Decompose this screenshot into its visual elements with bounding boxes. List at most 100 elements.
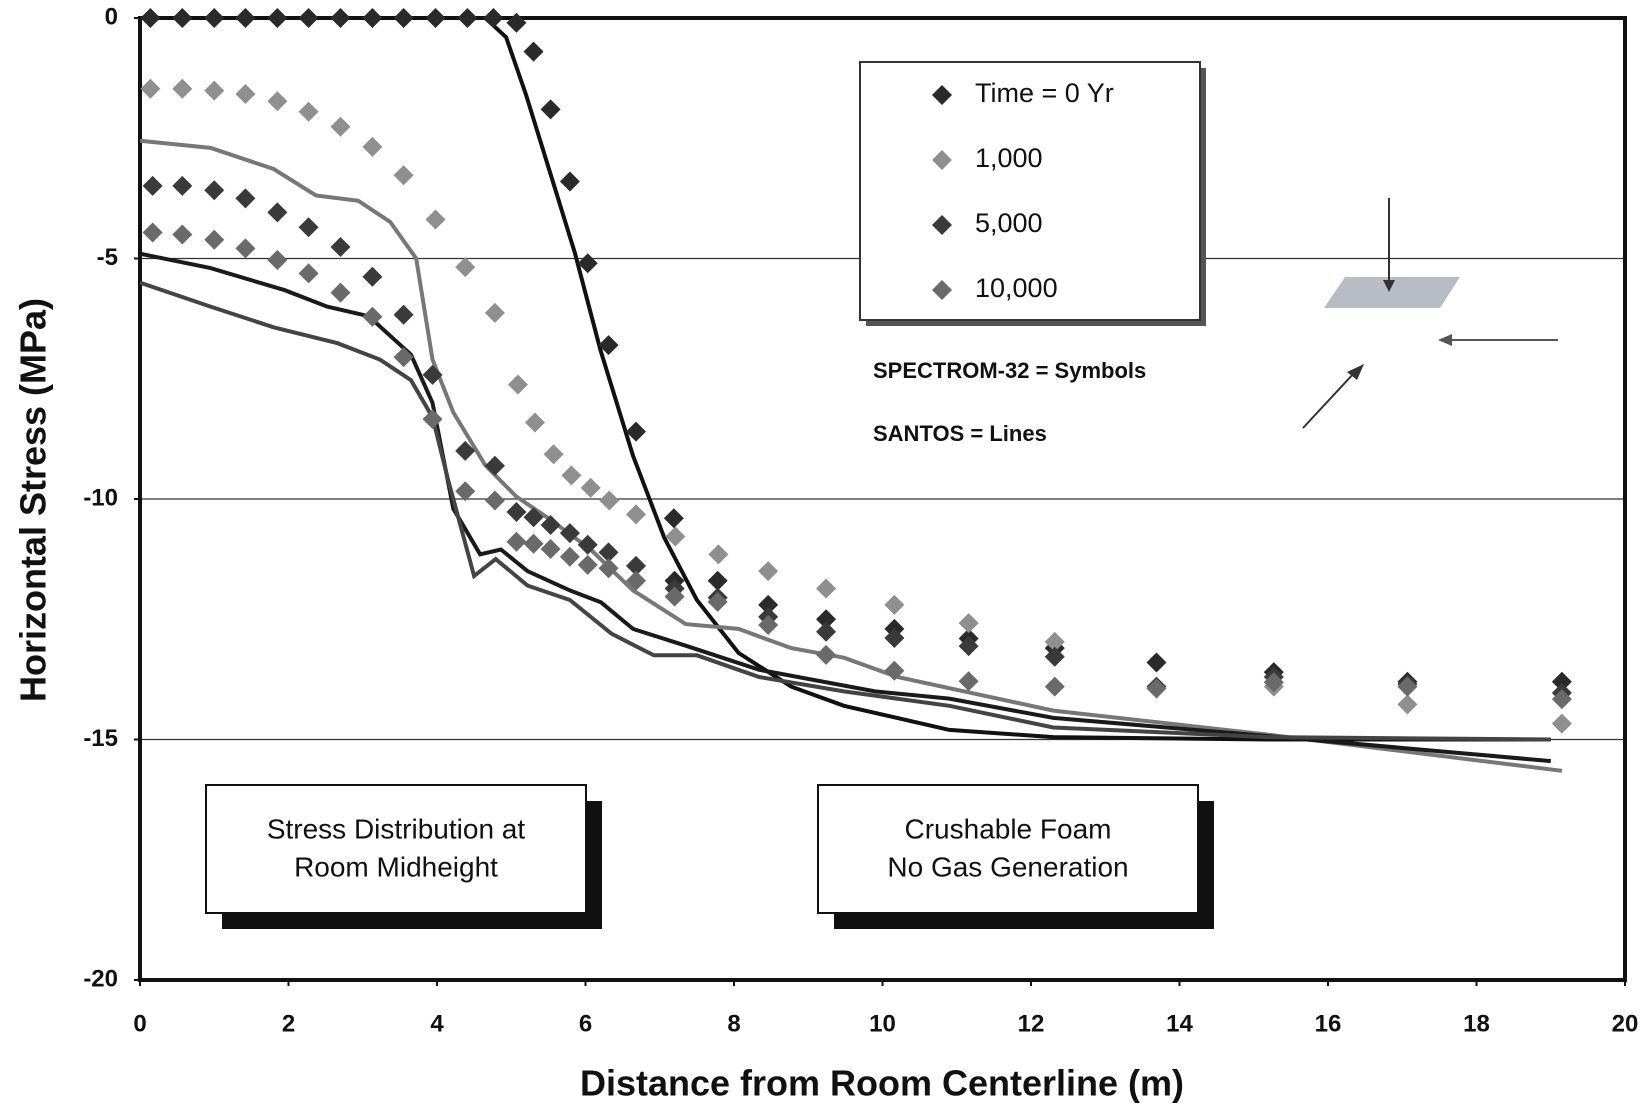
inset-arrowhead — [1438, 334, 1452, 346]
data-point — [577, 554, 598, 575]
data-point — [1044, 676, 1065, 697]
data-point — [708, 544, 729, 565]
data-point — [506, 531, 527, 552]
data-point — [707, 570, 728, 591]
data-point — [330, 8, 351, 28]
data-point — [506, 12, 527, 33]
data-point — [540, 99, 561, 120]
data-point — [330, 282, 351, 303]
legend-marker — [932, 150, 952, 170]
data-point — [1146, 652, 1167, 673]
legend-label: 5,000 — [975, 208, 1043, 238]
data-point — [172, 78, 193, 99]
data-point — [523, 41, 544, 62]
data-point — [298, 8, 319, 28]
data-point — [507, 374, 528, 395]
data-point — [1146, 678, 1167, 699]
data-point — [598, 558, 619, 579]
y-tick-label: -10 — [83, 484, 118, 511]
y-tick-label: -15 — [83, 725, 118, 752]
x-tick-label: 10 — [869, 1010, 896, 1037]
plot-frame — [138, 16, 1627, 982]
data-point — [665, 526, 686, 547]
data-point — [330, 236, 351, 257]
data-line — [139, 251, 1551, 764]
data-point — [142, 222, 163, 243]
data-point — [523, 533, 544, 554]
data-point — [816, 621, 837, 642]
x-tick-label: 8 — [727, 1010, 740, 1037]
data-point — [204, 229, 225, 250]
data-point — [204, 180, 225, 201]
data-point — [884, 594, 905, 615]
x-tick-label: 4 — [430, 1010, 444, 1037]
y-tick-label: -20 — [83, 965, 118, 992]
data-point — [457, 8, 478, 28]
data-point — [599, 490, 620, 511]
note-text: Crushable Foam — [905, 813, 1112, 844]
data-point — [1397, 676, 1418, 697]
data-point — [816, 609, 837, 630]
data-point — [559, 546, 580, 567]
data-point — [758, 615, 779, 636]
data-point — [455, 257, 476, 278]
legend-label: Time = 0 Yr — [975, 78, 1114, 108]
data-point — [884, 628, 905, 649]
data-point — [362, 136, 383, 157]
data-point — [298, 263, 319, 284]
x-tick-label: 18 — [1463, 1010, 1490, 1037]
y-tick-label: -5 — [97, 244, 118, 271]
annotation: SPECTROM-32 = Symbols — [873, 358, 1146, 383]
data-point — [362, 8, 383, 28]
data-point — [663, 508, 684, 529]
data-point — [484, 455, 505, 476]
data-point — [330, 116, 351, 137]
y-axis-title: Horizontal Stress (MPa) — [13, 298, 54, 702]
data-point — [1551, 689, 1572, 710]
data-point — [707, 591, 728, 612]
data-point — [393, 165, 414, 186]
data-point — [664, 586, 685, 607]
data-line — [139, 138, 1563, 773]
data-point — [235, 188, 256, 209]
data-point — [204, 80, 225, 101]
data-point — [625, 570, 646, 591]
y-tick-label: 0 — [105, 3, 118, 30]
data-point — [298, 217, 319, 238]
x-tick-label: 12 — [1018, 1010, 1045, 1037]
data-point — [204, 8, 225, 28]
note-box — [205, 784, 587, 914]
annotation: SANTOS = Lines — [873, 421, 1047, 446]
x-tick-label: 6 — [579, 1010, 592, 1037]
data-point — [958, 671, 979, 692]
note-text: Room Midheight — [294, 851, 498, 882]
data-point — [267, 202, 288, 223]
data-point — [625, 555, 646, 576]
x-tick-label: 20 — [1612, 1010, 1639, 1037]
data-point — [577, 534, 598, 555]
data-point — [172, 224, 193, 245]
data-point — [816, 578, 837, 599]
data-point — [625, 504, 646, 525]
data-point — [1263, 672, 1284, 693]
data-point — [1551, 671, 1572, 692]
data-point — [422, 364, 443, 385]
data-point — [425, 209, 446, 230]
x-tick-label: 16 — [1315, 1010, 1342, 1037]
legend-label: 10,000 — [975, 273, 1058, 303]
note-box — [817, 784, 1199, 914]
data-point — [393, 347, 414, 368]
data-point — [298, 101, 319, 122]
data-point — [884, 660, 905, 681]
legend-marker — [932, 85, 952, 105]
data-point — [484, 490, 505, 511]
data-point — [140, 8, 161, 28]
data-point — [1397, 694, 1418, 715]
data-point — [425, 8, 446, 28]
data-point — [543, 444, 564, 465]
x-axis-title: Distance from Room Centerline (m) — [580, 1063, 1184, 1104]
legend-label: 1,000 — [975, 143, 1043, 173]
data-point — [142, 175, 163, 196]
data-point — [235, 8, 256, 28]
data-point — [540, 539, 561, 560]
